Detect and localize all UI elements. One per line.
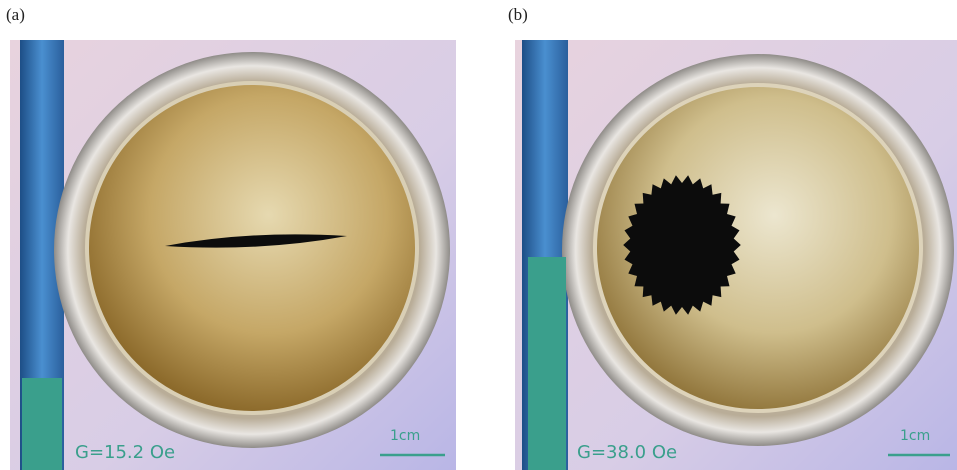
scale-label: 1cm bbox=[900, 428, 930, 444]
panel-b: (b) G=38.0 Oe 1cm bbox=[508, 5, 957, 470]
field-caption: G=15.2 Oe bbox=[75, 442, 175, 463]
panel-label: (b) bbox=[508, 5, 528, 24]
field-caption: G=38.0 Oe bbox=[577, 442, 677, 463]
figure: (a) G=15.2 Oe 1cm (b) G=38.0 Oe 1cm bbox=[0, 0, 957, 470]
page: {"panels": [ {"label": "(a)", "field": "… bbox=[0, 0, 957, 470]
panel-a: (a) G=15.2 Oe 1cm bbox=[6, 5, 456, 470]
panel-label: (a) bbox=[6, 5, 25, 24]
field-bar bbox=[22, 378, 62, 470]
dish-fluid bbox=[87, 83, 417, 413]
field-bar bbox=[528, 257, 566, 470]
scale-label: 1cm bbox=[390, 428, 420, 444]
